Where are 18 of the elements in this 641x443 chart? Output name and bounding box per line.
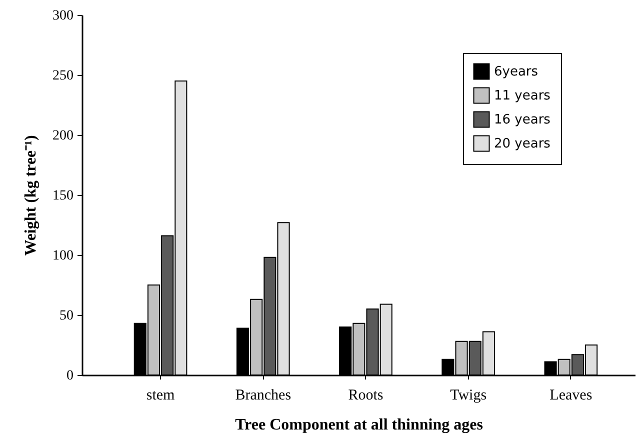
- y-axis-title: Weight (kg tree⁻¹): [22, 135, 40, 256]
- x-axis-title: Tree Component at all thinning ages: [235, 416, 483, 434]
- legend-label: 20 years: [494, 136, 551, 152]
- x-tick-label: Roots: [348, 388, 384, 404]
- y-tick-label: 250: [52, 68, 74, 84]
- y-tick-label: 150: [52, 188, 74, 204]
- legend-label: 16 years: [494, 112, 551, 128]
- y-tick-label: 100: [52, 248, 74, 264]
- y-tick-label: 0: [66, 368, 74, 384]
- y-tick-label: 50: [60, 308, 74, 324]
- legend-label: 6years: [494, 64, 538, 80]
- x-tick-label: Branches: [235, 388, 292, 404]
- x-tick-label: stem: [146, 388, 176, 404]
- x-tick-label: Twigs: [450, 388, 487, 404]
- y-tick-label: 200: [52, 128, 74, 144]
- legend-label: 11 years: [494, 88, 551, 104]
- y-tick-label: 300: [52, 8, 74, 24]
- x-tick-label: Leaves: [550, 388, 592, 404]
